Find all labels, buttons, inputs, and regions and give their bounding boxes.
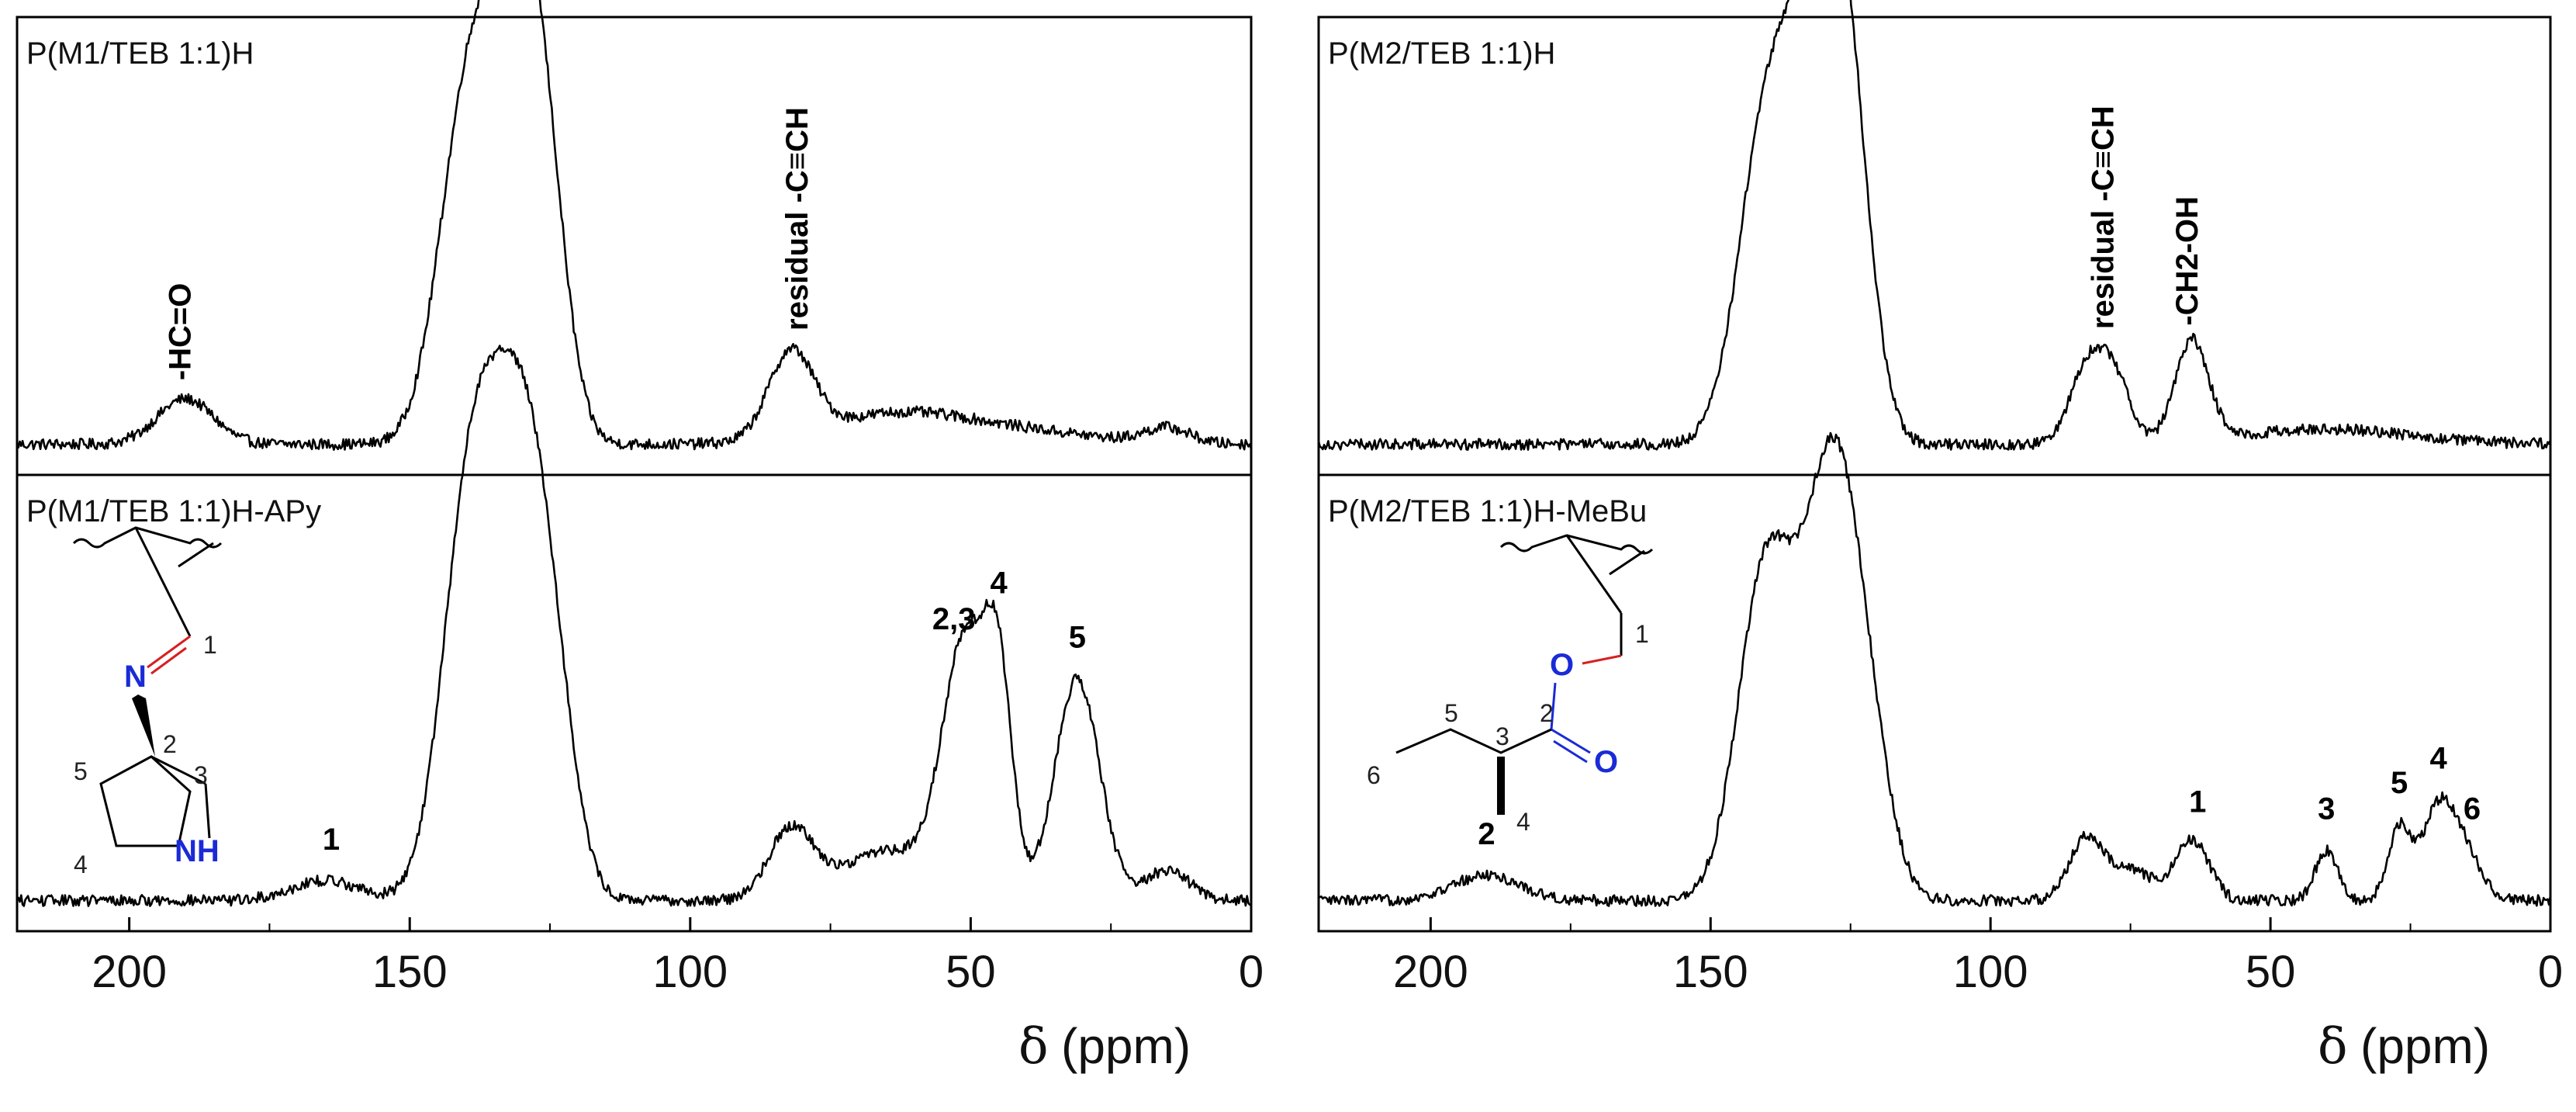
carbonyl-bond (1551, 728, 1591, 754)
x-axis-unit: (ppm) (1061, 1018, 1191, 1074)
carbon-number: 2 (1540, 699, 1554, 727)
peak-annotation: 1 (323, 823, 340, 857)
carbon-number: 6 (1367, 761, 1381, 789)
subplot-1: P(M2/TEB 1:1)H residual -C≡CH -CH2-OH (1317, 0, 2552, 451)
bond (134, 527, 192, 637)
carbon-number: 5 (1444, 699, 1458, 727)
peak-annotation: 2,3 (932, 602, 976, 636)
carbon-number: 3 (194, 761, 208, 789)
subplot-2: P(M1/TEB 1:1)H-APy 1 2,3 4 5 (16, 345, 1252, 907)
ester-oxygen: O (1550, 648, 1574, 682)
carbon-number: 5 (74, 757, 88, 785)
pyrrolidine-ring (99, 755, 192, 847)
peak-annotation: 1 (2189, 785, 2206, 819)
amine-atom: NH (175, 834, 220, 868)
x-axis: 200 150 100 50 0 δ (ppm) (1393, 917, 2563, 1076)
carbonyl-oxygen: O (1594, 745, 1618, 779)
carbonyl-bond (1550, 682, 1557, 730)
peak-annotation: -CH2-OH (2170, 196, 2204, 326)
peak-annotation: residual -C≡CH (780, 107, 814, 331)
nitrogen-atom: N (124, 660, 147, 694)
imine-bond (147, 635, 191, 669)
spectrum-line (1317, 0, 2552, 451)
chemical-structure-mebu: 1 O O 2 3 4 5 6 (1367, 534, 1654, 836)
peak-annotation: -HC=O (164, 283, 198, 381)
x-tick-label: 150 (372, 947, 448, 997)
spectrum-line (16, 0, 1253, 451)
x-tick-label: 150 (1673, 947, 1748, 997)
bond (150, 755, 206, 785)
carbonyl-bond (1553, 740, 1588, 764)
peak-annotation: residual -C≡CH (2087, 106, 2121, 329)
imine-bond (150, 646, 187, 675)
subplot-label: P(M1/TEB 1:1)H (26, 36, 254, 71)
x-axis-unit: (ppm) (2360, 1018, 2490, 1074)
subplot-label: P(M2/TEB 1:1)H-MeBu (1328, 494, 1647, 528)
ester-bond (1582, 654, 1622, 665)
subplot-label: P(M2/TEB 1:1)H (1328, 36, 1555, 71)
carbon-number: 2 (163, 730, 177, 758)
bond (1565, 535, 1623, 614)
alkyl-chain (1395, 728, 1552, 754)
carbon-number: 4 (74, 850, 88, 878)
double-bond (1609, 549, 1645, 576)
carbon-number: 1 (203, 631, 217, 659)
peak-annotation: 6 (2464, 792, 2481, 826)
wedge-bond (1497, 757, 1505, 815)
carbon-number: 4 (1516, 808, 1530, 836)
backbone-bond (72, 526, 223, 549)
x-tick-label: 100 (1953, 947, 2028, 997)
x-tick-label: 0 (2538, 947, 2563, 997)
subplot-label: P(M1/TEB 1:1)H-APy (26, 494, 321, 528)
x-tick-label: 50 (2246, 947, 2296, 997)
x-axis-symbol: δ (1018, 1018, 1049, 1076)
spectrum-line (1318, 431, 2552, 907)
carbon-number: 3 (1495, 722, 1509, 750)
x-axis: 200 150 100 50 0 δ (ppm) (92, 917, 1264, 1076)
spectrum-line (16, 345, 1252, 907)
subplot-1: P(M1/TEB 1:1)H -HC=O residual -C≡CH (16, 0, 1253, 451)
peak-annotation: 5 (1069, 620, 1086, 654)
x-tick-label: 100 (652, 947, 728, 997)
carbon-number: 1 (1635, 620, 1649, 648)
x-tick-label: 200 (1393, 947, 1468, 997)
wedge-bond (132, 695, 155, 757)
x-tick-label: 200 (92, 947, 167, 997)
peak-annotation: 3 (2318, 792, 2335, 826)
peak-annotation: 4 (990, 566, 1008, 601)
x-tick-label: 0 (1239, 947, 1264, 997)
peak-annotation: 4 (2430, 741, 2448, 775)
double-bond (178, 542, 214, 568)
bond (204, 783, 211, 839)
x-tick-label: 50 (946, 947, 996, 997)
peak-annotation: 5 (2391, 766, 2408, 800)
x-axis-symbol: δ (2318, 1018, 2348, 1076)
peak-annotation: 2 (1478, 817, 1495, 851)
